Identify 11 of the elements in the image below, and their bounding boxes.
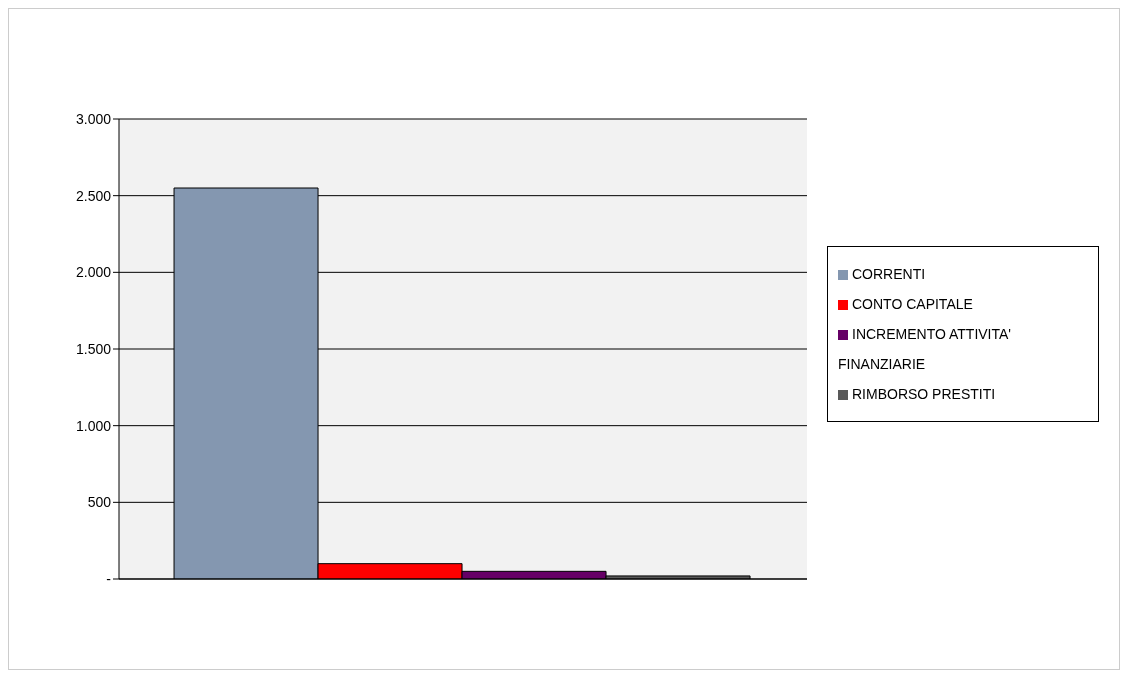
y-tick-label: 1.500 [75, 340, 112, 357]
legend-label: CONTO CAPITALE [852, 296, 973, 312]
legend-label: INCREMENTO ATTIVITA' FINANZIARIE [838, 326, 1012, 372]
y-tick-label: 2.000 [75, 264, 112, 281]
y-tick-label: 3.000 [75, 110, 112, 127]
legend-label: RIMBORSO PRESTITI [852, 386, 996, 402]
legend-label: CORRENTI [852, 266, 926, 282]
y-tick-label: 1.000 [75, 417, 112, 434]
y-tick-label: 2.500 [75, 187, 112, 204]
y-tick-label: 500 [87, 494, 112, 511]
y-tick-label: - [106, 570, 112, 587]
